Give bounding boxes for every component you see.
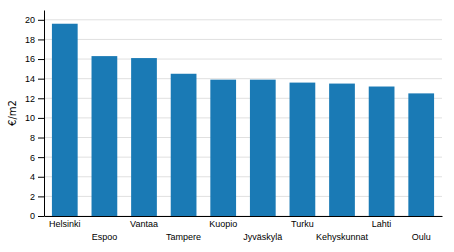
y-axis-title: €/m2 bbox=[7, 100, 18, 126]
y-tick-mark bbox=[38, 177, 44, 178]
y-tick-mark bbox=[38, 59, 44, 60]
y-tick-label: 20 bbox=[25, 15, 35, 25]
x-tick-label: Espoo bbox=[92, 232, 118, 242]
y-tick-mark bbox=[38, 138, 44, 139]
y-tick-label: 4 bbox=[30, 172, 35, 182]
y-tick-mark bbox=[38, 118, 44, 119]
x-tick: Lahti bbox=[372, 219, 392, 229]
x-tick-label: Kuopio bbox=[209, 219, 237, 229]
y-tick-mark bbox=[38, 216, 44, 217]
y-tick-mark bbox=[38, 196, 44, 197]
bar bbox=[408, 93, 434, 216]
x-tick-label: Tampere bbox=[166, 232, 201, 242]
plot: 0 2 4 6 8 10 12 14 16 18 20 Helsinki Espoo Vantaa Tamp… bbox=[25, 11, 443, 243]
x-tick-label: Turku bbox=[291, 219, 314, 229]
y-tick-label: 0 bbox=[30, 211, 35, 221]
y-axis-line bbox=[44, 11, 45, 217]
x-tick-label: Oulu bbox=[412, 232, 431, 242]
x-tick: Tampere bbox=[166, 232, 201, 242]
y-tick-label: 14 bbox=[25, 74, 35, 84]
y-tick: 10 bbox=[25, 113, 44, 123]
x-tick-label: Lahti bbox=[372, 219, 392, 229]
bar bbox=[369, 87, 395, 216]
x-tick: Jyväskylä bbox=[243, 232, 282, 242]
y-tick: 4 bbox=[30, 172, 44, 182]
grid-line bbox=[44, 19, 442, 20]
y-tick: 6 bbox=[30, 153, 44, 163]
y-tick-mark bbox=[38, 79, 44, 80]
y-tick-label: 10 bbox=[25, 113, 35, 123]
x-tick: Espoo bbox=[92, 232, 118, 242]
y-tick: 20 bbox=[25, 15, 44, 25]
x-tick: Oulu bbox=[412, 232, 431, 242]
y-axis: 0 2 4 6 8 10 12 14 16 18 20 bbox=[25, 11, 45, 222]
y-tick: 8 bbox=[30, 133, 44, 143]
bar bbox=[92, 56, 118, 216]
chart-svg: 0 2 4 6 8 10 12 14 16 18 20 Helsinki Espoo Vantaa Tamp… bbox=[0, 0, 454, 252]
y-tick-label: 6 bbox=[30, 153, 35, 163]
x-tick-label: Kehyskunnat bbox=[316, 232, 369, 242]
x-tick-label: Helsinki bbox=[49, 219, 81, 229]
y-tick-label: 8 bbox=[30, 133, 35, 143]
x-axis: Helsinki Espoo Vantaa Tampere Kuopio Jyväskyl… bbox=[45, 217, 443, 243]
y-tick: 18 bbox=[25, 35, 44, 45]
chart-container: 0 2 4 6 8 10 12 14 16 18 20 Helsinki Espoo Vantaa Tamp… bbox=[0, 0, 454, 252]
x-tick: Kuopio bbox=[209, 219, 237, 229]
x-tick: Turku bbox=[291, 219, 314, 229]
grid bbox=[44, 20, 442, 216]
bars bbox=[52, 24, 434, 216]
y-tick: 14 bbox=[25, 74, 44, 84]
x-tick: Helsinki bbox=[49, 219, 81, 229]
grid-line bbox=[44, 39, 442, 40]
bar bbox=[52, 24, 78, 216]
x-axis-line bbox=[45, 216, 443, 217]
y-tick: 0 bbox=[30, 211, 44, 221]
y-tick-label: 12 bbox=[25, 94, 35, 104]
y-tick-mark bbox=[38, 20, 44, 21]
y-tick-mark bbox=[38, 39, 44, 40]
y-tick-mark bbox=[38, 157, 44, 158]
x-tick: Kehyskunnat bbox=[316, 232, 369, 242]
y-tick: 12 bbox=[25, 94, 44, 104]
bar bbox=[329, 84, 355, 216]
y-tick-mark bbox=[38, 98, 44, 99]
y-tick: 16 bbox=[25, 54, 44, 64]
bar bbox=[131, 58, 157, 216]
bar bbox=[250, 80, 276, 216]
x-tick: Vantaa bbox=[130, 219, 158, 229]
y-tick-label: 18 bbox=[25, 35, 35, 45]
bar bbox=[171, 74, 197, 216]
x-tick-label: Vantaa bbox=[130, 219, 158, 229]
bar bbox=[210, 80, 236, 216]
x-tick-label: Jyväskylä bbox=[243, 232, 282, 242]
y-tick: 2 bbox=[30, 192, 44, 202]
y-tick-label: 16 bbox=[25, 54, 35, 64]
y-tick-label: 2 bbox=[30, 192, 35, 202]
bar bbox=[290, 83, 316, 216]
